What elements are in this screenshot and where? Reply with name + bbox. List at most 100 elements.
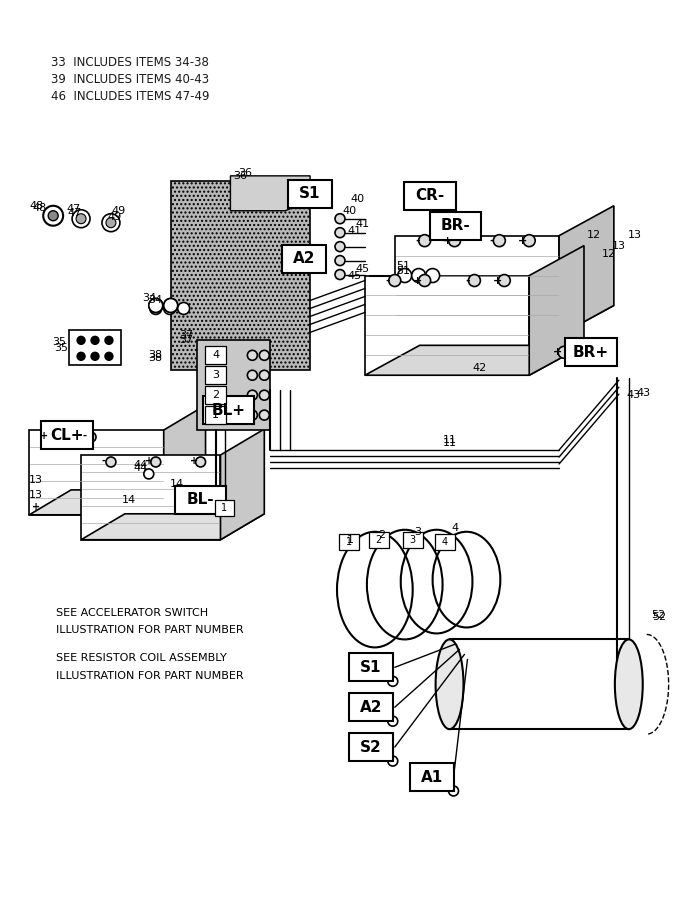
Text: +: + [32, 502, 41, 512]
Text: 13: 13 [29, 490, 43, 500]
Text: 3: 3 [212, 370, 219, 380]
Bar [203, 396, 254, 424]
Circle shape [149, 299, 163, 312]
Bar [349, 693, 393, 721]
Text: 13: 13 [612, 241, 626, 251]
Polygon shape [559, 205, 614, 336]
Text: A1: A1 [420, 769, 443, 785]
Text: 36: 36 [239, 167, 252, 178]
Polygon shape [220, 429, 264, 539]
Text: 1: 1 [212, 410, 219, 420]
Circle shape [77, 337, 85, 344]
Circle shape [260, 390, 269, 400]
Text: 13: 13 [628, 230, 642, 240]
Bar [174, 486, 226, 514]
Text: 1: 1 [346, 537, 352, 547]
Circle shape [247, 370, 258, 380]
Circle shape [247, 410, 258, 420]
Circle shape [412, 269, 426, 282]
Polygon shape [395, 306, 614, 336]
Polygon shape [395, 235, 559, 336]
Circle shape [151, 457, 161, 467]
Text: 12: 12 [602, 249, 616, 259]
Circle shape [106, 218, 116, 228]
Circle shape [558, 347, 570, 358]
Text: 45: 45 [348, 271, 362, 281]
Text: S1: S1 [299, 186, 321, 201]
Text: 4: 4 [451, 523, 458, 533]
Text: 38: 38 [147, 353, 162, 363]
Circle shape [335, 242, 345, 252]
Text: 33  INCLUDES ITEMS 34-38: 33 INCLUDES ITEMS 34-38 [51, 56, 209, 69]
Circle shape [523, 234, 535, 247]
Circle shape [91, 337, 99, 344]
Bar [339, 534, 359, 549]
Circle shape [260, 370, 269, 380]
Text: ILLUSTRATION FOR PART NUMBER: ILLUSTRATION FOR PART NUMBER [56, 625, 244, 635]
Circle shape [397, 269, 412, 282]
Bar [205, 386, 226, 405]
Text: +: + [413, 275, 422, 286]
Text: 11: 11 [443, 438, 456, 448]
Polygon shape [529, 245, 584, 376]
Bar [404, 182, 456, 210]
Text: 35: 35 [52, 338, 66, 348]
Bar [283, 244, 326, 272]
Text: -: - [415, 235, 420, 245]
Bar [430, 212, 481, 240]
Polygon shape [365, 346, 584, 376]
Text: +: + [189, 456, 197, 466]
Circle shape [493, 234, 505, 247]
Text: 2: 2 [379, 529, 385, 539]
Text: 49: 49 [112, 205, 126, 215]
Text: +: + [552, 348, 562, 357]
Polygon shape [171, 181, 310, 370]
Circle shape [247, 390, 258, 400]
Text: SEE RESISTOR COIL ASSEMBLY: SEE RESISTOR COIL ASSEMBLY [56, 653, 227, 663]
Text: A2: A2 [293, 251, 316, 266]
Circle shape [498, 274, 510, 287]
Circle shape [106, 457, 116, 467]
Polygon shape [231, 176, 310, 211]
Text: A2: A2 [360, 700, 382, 715]
Text: BL-: BL- [187, 492, 214, 508]
Circle shape [335, 270, 345, 280]
Text: 34: 34 [147, 295, 162, 306]
Bar [205, 347, 226, 365]
Text: +: + [40, 431, 48, 441]
Text: 34: 34 [142, 293, 156, 303]
Polygon shape [81, 455, 220, 539]
Text: CR-: CR- [415, 188, 444, 204]
Text: 37: 37 [180, 336, 194, 346]
Text: 47: 47 [66, 204, 80, 214]
Bar [41, 421, 93, 449]
Text: 1: 1 [347, 535, 354, 545]
Text: +: + [145, 456, 153, 466]
Ellipse shape [435, 640, 464, 729]
Text: -: - [82, 431, 86, 441]
Polygon shape [81, 514, 264, 539]
Circle shape [418, 234, 431, 247]
Polygon shape [365, 275, 529, 376]
Text: 49: 49 [107, 212, 122, 222]
Text: 41: 41 [356, 219, 370, 229]
Text: 47: 47 [67, 208, 81, 218]
Text: 4: 4 [212, 350, 219, 360]
Text: 4: 4 [441, 537, 448, 547]
Text: 40: 40 [351, 194, 365, 204]
Circle shape [449, 786, 458, 795]
Text: 36: 36 [233, 171, 247, 181]
Text: 37: 37 [180, 330, 194, 340]
Text: 46  INCLUDES ITEMS 47-49: 46 INCLUDES ITEMS 47-49 [51, 90, 210, 103]
Bar [349, 733, 393, 761]
Circle shape [388, 756, 397, 766]
Bar [349, 653, 393, 681]
Text: CL+: CL+ [51, 427, 84, 443]
Bar [205, 406, 226, 424]
Circle shape [150, 302, 162, 314]
Bar [450, 640, 629, 729]
Polygon shape [164, 405, 206, 515]
Circle shape [86, 432, 96, 442]
Bar [288, 180, 332, 208]
Circle shape [77, 352, 85, 360]
